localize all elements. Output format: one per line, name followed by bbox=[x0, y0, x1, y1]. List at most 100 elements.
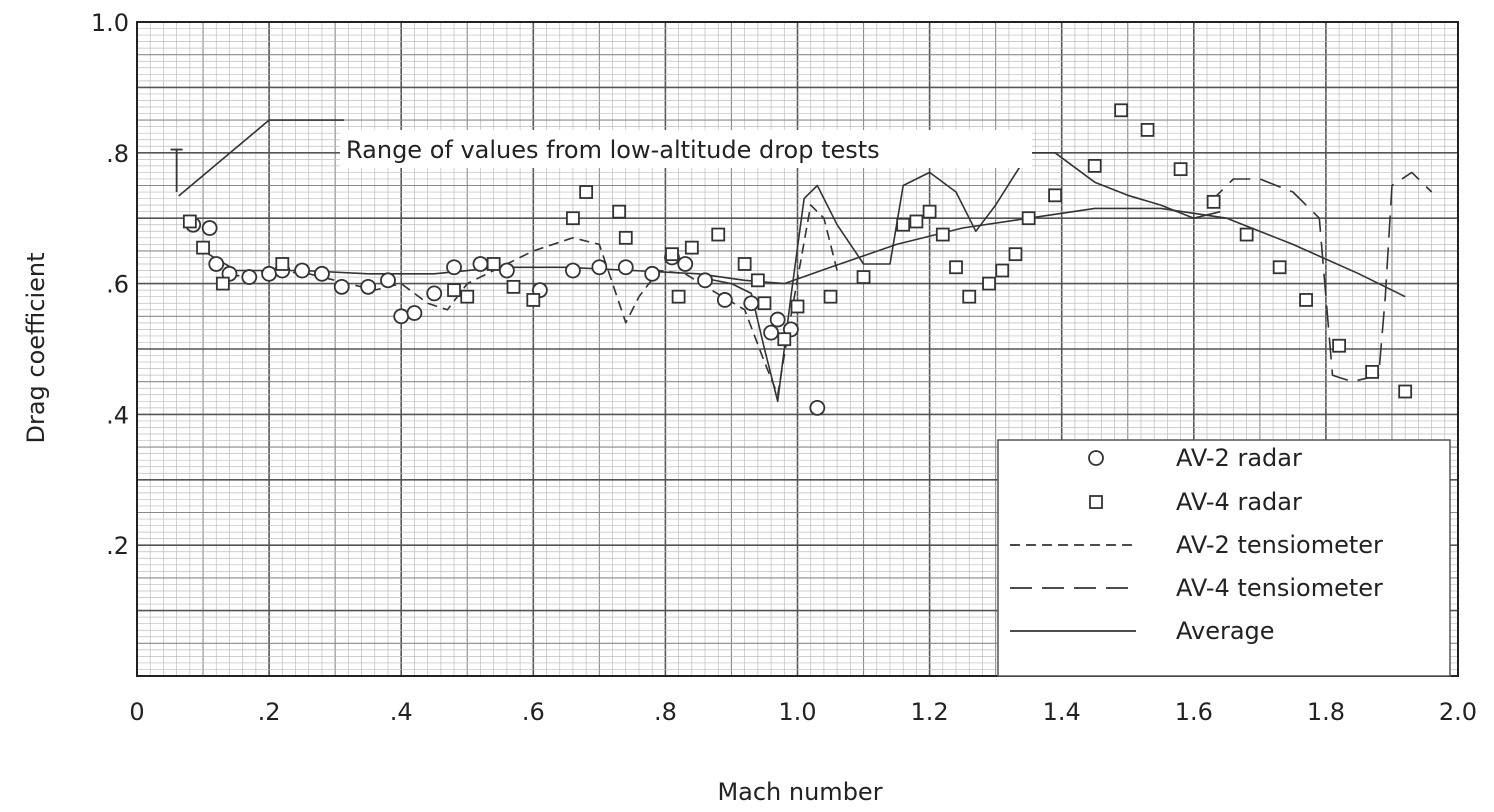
x-tick-label: 1.2 bbox=[911, 698, 949, 726]
av2-radar-point bbox=[769, 311, 786, 328]
annotation-text: Range of values from low-altitude drop t… bbox=[346, 136, 880, 164]
av4-radar-point bbox=[982, 276, 996, 291]
av2-radar-point bbox=[261, 265, 278, 282]
av4-radar-point bbox=[1048, 188, 1062, 203]
legend-symbol-square bbox=[1089, 495, 1103, 509]
y-axis-title: Drag coefficient bbox=[22, 252, 50, 443]
av2-radar-point bbox=[314, 265, 330, 282]
legend-symbol-circle bbox=[1088, 450, 1104, 466]
x-tick-label: 0 bbox=[129, 698, 144, 726]
av4-radar-point bbox=[1087, 158, 1102, 173]
legend-label: AV-4 tensiometer bbox=[1176, 574, 1383, 602]
av2-radar-point bbox=[617, 259, 634, 276]
x-tick-label: .6 bbox=[522, 698, 545, 726]
av4-radar-point bbox=[460, 289, 475, 304]
annotation: Range of values from low-altitude drop t… bbox=[170, 119, 1032, 197]
x-axis-title: Mach number bbox=[717, 778, 882, 806]
x-tick-labels: 0 .2 .4 .6 .8 1.0 1.2 1.4 1.6 1.8 2.0 bbox=[129, 698, 1477, 726]
av4-radar-point bbox=[506, 279, 521, 294]
av4-radar-point bbox=[684, 240, 699, 255]
av4-radar-point bbox=[935, 227, 950, 242]
av4-radar-point bbox=[995, 263, 1010, 278]
legend-item-av-4-tensiometer: AV-4 tensiometer bbox=[1010, 574, 1383, 602]
y-tick-labels: .2 .4 .6 .8 1.0 bbox=[91, 9, 129, 560]
av4-radar-point bbox=[612, 204, 627, 219]
av2-radar-point bbox=[498, 262, 515, 279]
av4-radar-point bbox=[1008, 247, 1023, 262]
x-tick-label: 2.0 bbox=[1439, 698, 1477, 726]
av4-radar-point bbox=[1140, 123, 1155, 137]
av2-radar-point bbox=[644, 265, 661, 282]
av4-radar-point bbox=[909, 214, 924, 229]
legend-label: AV-2 tensiometer bbox=[1176, 531, 1383, 559]
av4-radar-point bbox=[275, 257, 290, 271]
x-tick-label: .4 bbox=[390, 698, 413, 726]
av2-radar-point bbox=[208, 256, 225, 272]
x-tick-label: .8 bbox=[654, 698, 677, 726]
av4-radar-point bbox=[1173, 162, 1188, 177]
av2-radar-point bbox=[743, 295, 760, 312]
x-tick-label: 1.8 bbox=[1307, 698, 1345, 726]
av4-radar-point bbox=[823, 289, 838, 304]
av4-radar-point bbox=[896, 217, 911, 232]
av4-radar-point bbox=[1114, 103, 1129, 118]
series-line-av-4-tensiometer bbox=[1206, 171, 1433, 383]
av4-radar-point bbox=[579, 185, 594, 199]
av2-radar-point bbox=[201, 220, 218, 236]
axes bbox=[136, 21, 1459, 677]
av2-radar-point bbox=[241, 269, 258, 285]
av4-radar-point bbox=[196, 240, 210, 255]
legend-label: AV-2 radar bbox=[1176, 444, 1302, 472]
av4-radar-point bbox=[1332, 338, 1347, 353]
av2-radar-point bbox=[677, 256, 694, 272]
legend-item-av-2-tensiometer: AV-2 tensiometer bbox=[1010, 531, 1383, 559]
av4-radar-point bbox=[566, 211, 580, 226]
av2-radar-point bbox=[763, 324, 779, 341]
av4-radar-point bbox=[486, 257, 501, 271]
y-tick-label: .6 bbox=[106, 271, 129, 299]
av4-radar-point bbox=[526, 293, 541, 307]
av4-radar-point bbox=[856, 270, 871, 284]
legend-label: Average bbox=[1176, 617, 1275, 645]
av2-radar-point bbox=[446, 259, 462, 276]
av4-radar-point bbox=[757, 296, 772, 311]
av2-radar-point bbox=[565, 262, 581, 279]
av4-radar-point bbox=[1398, 384, 1413, 399]
av4-radar-point bbox=[949, 260, 963, 275]
legend-label: AV-4 radar bbox=[1176, 488, 1302, 516]
av4-radar-point bbox=[922, 204, 937, 219]
legend-box bbox=[997, 439, 1451, 677]
av4-radar-point bbox=[737, 257, 752, 271]
av2-radar-point bbox=[360, 278, 377, 295]
annotation-text-background bbox=[340, 130, 1032, 168]
av2-radar-point bbox=[294, 262, 311, 279]
y-tick-label: .2 bbox=[106, 532, 129, 560]
av2-radar-point bbox=[333, 278, 350, 295]
av4-radar-point bbox=[618, 230, 633, 245]
av4-radar-point bbox=[962, 289, 977, 304]
av4-radar-point bbox=[447, 283, 461, 298]
av4-radar-point bbox=[790, 299, 805, 314]
x-tick-label: 1.0 bbox=[778, 698, 816, 726]
av2-radar-point bbox=[809, 399, 826, 416]
y-tick-label: .8 bbox=[106, 140, 129, 168]
av2-radar-point bbox=[697, 272, 713, 289]
y-tick-label: 1.0 bbox=[91, 9, 129, 37]
annotation-leader-line bbox=[178, 119, 344, 197]
plot-frame bbox=[136, 21, 1459, 677]
av2-radar-point bbox=[591, 259, 608, 276]
av4-radar-point bbox=[665, 247, 679, 262]
series-group bbox=[182, 103, 1433, 416]
av4-radar-point bbox=[777, 332, 792, 347]
x-tick-label: .2 bbox=[258, 698, 281, 726]
av2-radar-point bbox=[380, 272, 396, 289]
y-tick-label: .4 bbox=[106, 401, 129, 429]
av2-radar-point bbox=[472, 256, 489, 272]
av4-radar-point bbox=[711, 227, 726, 242]
av2-radar-point bbox=[426, 285, 443, 302]
av4-radar-point bbox=[215, 276, 230, 291]
av4-radar-point bbox=[1239, 227, 1254, 242]
legend-item-av-2-radar: AV-2 radar bbox=[1088, 444, 1302, 472]
